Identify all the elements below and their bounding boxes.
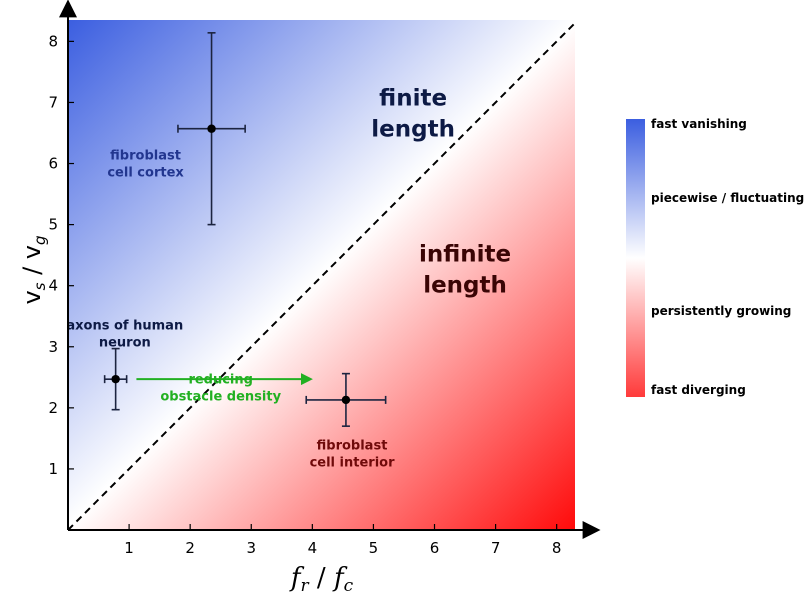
data-point	[111, 374, 120, 384]
annotation-label: fibroblast cell cortex	[107, 148, 184, 180]
colorbar	[626, 119, 645, 397]
y-tick-label: 6	[48, 155, 58, 173]
y-axis-label: vs / vg	[18, 235, 49, 304]
colorbar-label: fast vanishing	[651, 117, 747, 131]
annotation-label: reducing obstacle density	[160, 372, 281, 404]
x-tick-label: 3	[246, 539, 256, 557]
region-label: infinite length	[419, 241, 511, 298]
x-tick-label: 6	[430, 539, 440, 557]
y-tick-label: 3	[48, 338, 58, 356]
x-tick-label: 7	[491, 539, 501, 557]
colorbar-label: piecewise / fluctuating	[651, 191, 804, 205]
x-tick-label: 4	[308, 539, 318, 557]
error-bar-point	[177, 32, 246, 226]
colorbar-label: persistently growing	[651, 304, 791, 318]
data-point	[341, 395, 351, 405]
annotation-label: fibroblast cell interior	[310, 438, 396, 470]
annotation-label: axons of human neuron	[66, 319, 183, 351]
error-bar-point	[305, 372, 387, 427]
plot-background	[68, 20, 575, 530]
y-tick-label: 8	[48, 32, 58, 50]
colorbar-labels: fast vanishing piecewise / fluctuating per…	[651, 117, 804, 397]
region-label: finite length	[371, 86, 455, 143]
x-tick-label: 8	[552, 539, 562, 557]
y-tick-label: 1	[48, 460, 58, 478]
y-tick-label: 7	[48, 93, 58, 111]
error-bar-point	[103, 347, 128, 411]
x-tick-label: 1	[124, 539, 134, 557]
colorbar-label: fast diverging	[651, 383, 746, 397]
y-tick-label: 4	[48, 277, 58, 295]
x-tick-label: 5	[369, 539, 379, 557]
data-points	[103, 32, 387, 427]
x-axis-label: fr / fc	[289, 563, 354, 596]
data-point	[207, 124, 216, 133]
y-tick-label: 5	[48, 216, 58, 234]
y-tick-label: 2	[48, 399, 58, 417]
chart-annotations: finite length infinite length fibroblast cell…	[66, 86, 511, 471]
axis-ticks: 1 2 3 4 5 6 7 8 1 2 3 4 5 6 7 8	[48, 32, 561, 557]
x-tick-label: 2	[185, 539, 195, 557]
